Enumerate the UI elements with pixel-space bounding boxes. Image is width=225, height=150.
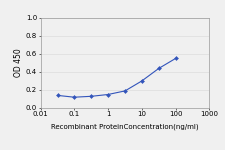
Y-axis label: OD 450: OD 450 [14, 49, 23, 77]
X-axis label: Recombinant ProteinConcentration(ng/ml): Recombinant ProteinConcentration(ng/ml) [51, 123, 199, 130]
